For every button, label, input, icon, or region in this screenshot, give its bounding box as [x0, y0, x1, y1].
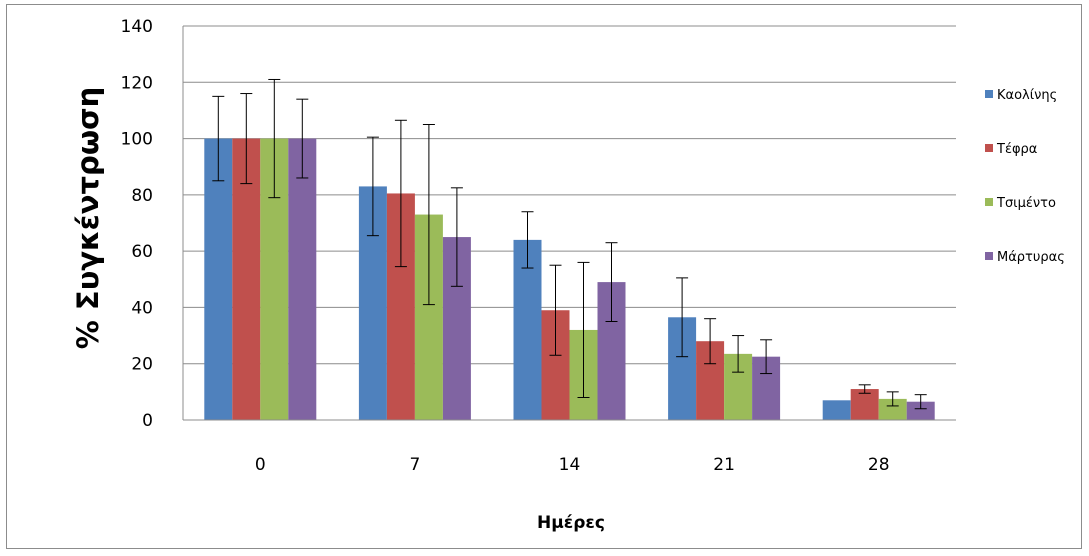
- bar-καολίνης-day-28: [822, 400, 851, 420]
- error-bar-τσιμέντο-day-0: [268, 78, 281, 199]
- x-axis-title: Ημέρες: [537, 513, 605, 533]
- bar-τσιμέντο-day-28: [878, 398, 907, 420]
- y-tick-label: 120: [121, 73, 153, 93]
- y-tick-label: 60: [131, 242, 153, 262]
- legend-swatch: [985, 90, 993, 98]
- legend-swatch: [985, 252, 993, 260]
- legend-item-τσιμέντο: Τσιμέντο: [985, 196, 1056, 211]
- legend-swatch: [985, 144, 993, 152]
- legend-label: Καολίνης: [997, 88, 1057, 103]
- error-bar-μάρτυρας-day-14: [605, 242, 618, 322]
- error-bar-τέφρα-day-28: [858, 384, 871, 394]
- y-tick-label: 140: [121, 17, 153, 37]
- error-bar-καολίνης-day-14: [521, 211, 534, 269]
- x-tick-label: 21: [713, 455, 735, 475]
- bar-μάρτυρας-day-0: [288, 138, 317, 421]
- error-bar-καολίνης-day-0: [212, 95, 225, 182]
- error-bar-καολίνης-day-7: [366, 136, 379, 237]
- legend-item-τέφρα: Τέφρα: [985, 142, 1037, 157]
- error-bar-μάρτυρας-day-28: [914, 394, 927, 410]
- error-bar-τσιμέντο-day-28: [886, 391, 899, 407]
- error-bar-τέφρα-day-7: [394, 119, 407, 268]
- bar-τέφρα-day-28: [850, 389, 879, 420]
- bar-καολίνης-day-14: [513, 239, 542, 420]
- error-bar-μάρτυρας-day-7: [450, 187, 463, 287]
- legend-label: Τσιμέντο: [996, 196, 1056, 211]
- axes: [182, 26, 956, 421]
- y-tick-label: 0: [142, 411, 153, 431]
- x-tick-label: 14: [559, 455, 581, 475]
- bars: [204, 138, 935, 421]
- error-bar-τέφρα-day-21: [704, 318, 717, 365]
- bar-μάρτυρας-day-28: [906, 401, 935, 420]
- error-bar-καολίνης-day-21: [676, 277, 689, 358]
- error-bar-μάρτυρας-day-21: [760, 339, 773, 375]
- y-tick-label: 20: [131, 355, 153, 375]
- error-bar-τσιμέντο-day-14: [577, 261, 590, 398]
- y-tick-labels: 0 20 40 60 80 100 120 140: [121, 17, 153, 431]
- y-tick-label: 100: [121, 130, 153, 150]
- error-bar-τσιμέντο-day-7: [422, 124, 435, 306]
- error-bar-μάρτυρας-day-0: [296, 98, 309, 179]
- x-tick-label: 7: [409, 455, 420, 475]
- x-tick-label: 0: [255, 455, 266, 475]
- bar-chart: 0 20 40 60 80 100 120 140 0 7 14 21 28 % Συγκέντρωσ…: [71, 17, 1065, 533]
- y-tick-label: 80: [131, 186, 153, 206]
- y-tick-label: 40: [131, 298, 153, 318]
- legend-item-καολίνης: Καολίνης: [985, 88, 1057, 103]
- bar-καολίνης-day-0: [204, 138, 233, 421]
- x-tick-labels: 0 7 14 21 28: [255, 455, 890, 475]
- legend: Καολίνης Τέφρα Τσιμέντο Μάρτυρας: [985, 88, 1065, 265]
- chart-frame: 0 20 40 60 80 100 120 140 0 7 14 21 28 % Συγκέντρωσ…: [6, 4, 1082, 549]
- x-tick-label: 28: [868, 455, 890, 475]
- bar-τέφρα-day-0: [232, 138, 261, 421]
- error-bar-τέφρα-day-14: [549, 264, 562, 356]
- legend-label: Τέφρα: [996, 142, 1037, 157]
- y-axis-title: % Συγκέντρωση: [71, 87, 105, 350]
- error-bar-τσιμέντο-day-21: [732, 335, 745, 373]
- error-bar-τέφρα-day-0: [240, 93, 253, 185]
- legend-label: Μάρτυρας: [997, 250, 1065, 265]
- legend-item-μάρτυρας: Μάρτυρας: [985, 250, 1065, 265]
- legend-swatch: [985, 198, 993, 206]
- error-bars: [212, 78, 927, 410]
